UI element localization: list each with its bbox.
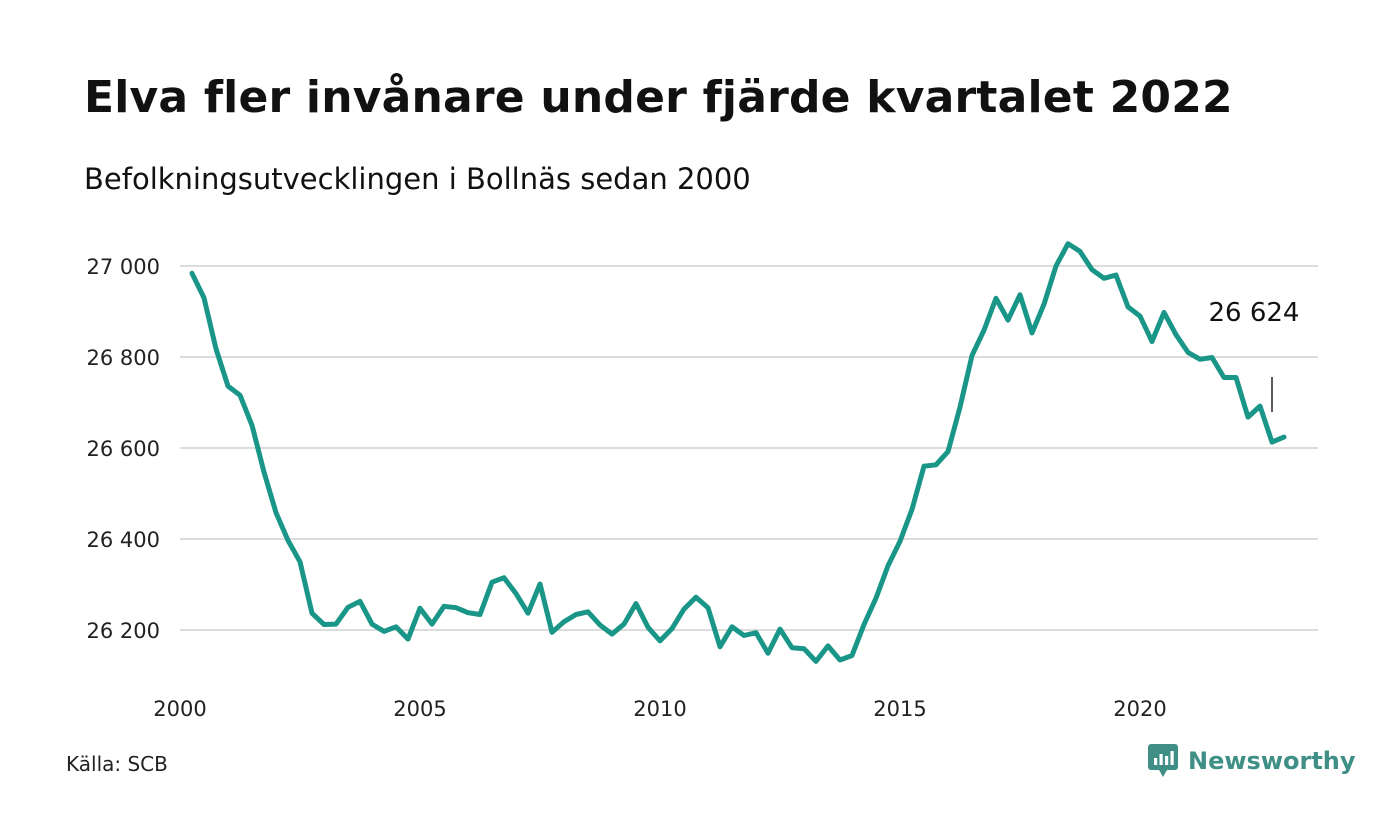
brand-logo: Newsworthy xyxy=(1148,744,1356,778)
y-axis-ticks: 26 200 26 400 26 600 26 800 27 000 xyxy=(87,255,160,643)
y-tick-label: 26 400 xyxy=(87,528,160,552)
y-tick-label: 26 600 xyxy=(87,437,160,461)
page-title: Elva fler invånare under fjärde kvartale… xyxy=(84,72,1233,123)
gridlines xyxy=(180,265,1318,631)
x-tick-label: 2020 xyxy=(1113,697,1166,721)
last-value-annotation: 26 624 xyxy=(1209,298,1300,328)
brand-name: Newsworthy xyxy=(1188,747,1356,775)
y-tick-label: 27 000 xyxy=(87,255,160,279)
x-tick-label: 2015 xyxy=(873,697,926,721)
y-tick-label: 26 200 xyxy=(87,619,160,643)
y-tick-label: 26 800 xyxy=(87,346,160,370)
newsworthy-chart-icon xyxy=(1148,744,1178,777)
x-tick-label: 2005 xyxy=(393,697,446,721)
x-tick-label: 2000 xyxy=(153,697,206,721)
source-note: Källa: SCB xyxy=(66,752,168,776)
chart-subtitle: Befolkningsutvecklingen i Bollnäs sedan … xyxy=(84,162,751,196)
x-axis-ticks: 2000 2005 2010 2015 2020 xyxy=(153,697,1166,721)
x-tick-label: 2010 xyxy=(633,697,686,721)
population-series-line xyxy=(189,241,1287,664)
